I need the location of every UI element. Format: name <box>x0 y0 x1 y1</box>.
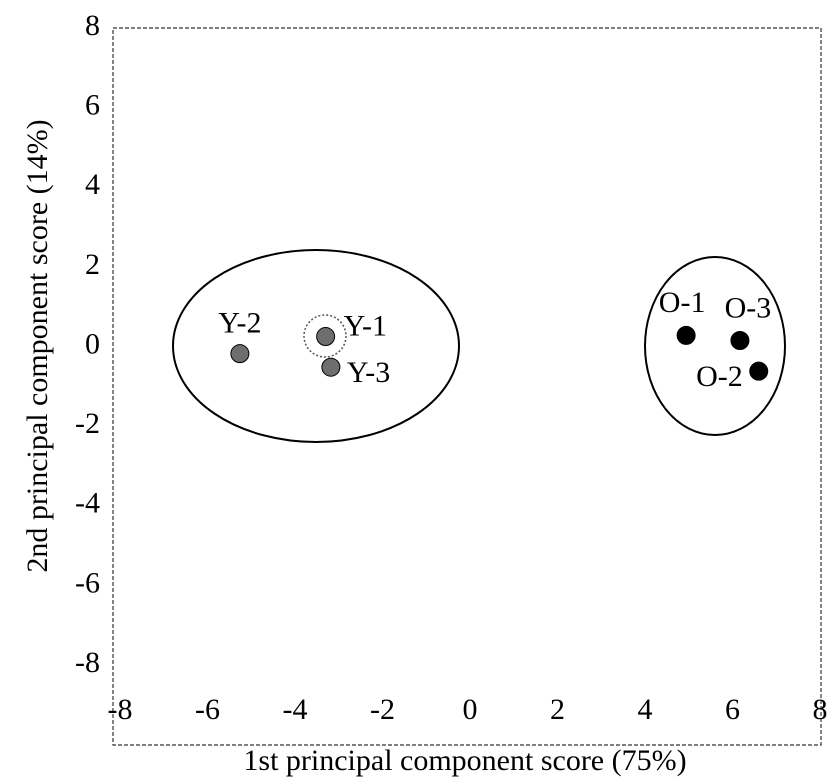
x-tick-label: 0 <box>463 693 478 726</box>
y-tick-label: 6 <box>85 89 100 122</box>
x-tick-label: -4 <box>283 693 308 726</box>
x-tick-label: 4 <box>638 693 653 726</box>
x-tick-label: -2 <box>370 693 395 726</box>
y-tick-label: 2 <box>85 248 100 281</box>
plot-frame <box>112 27 822 746</box>
point <box>749 361 769 381</box>
point-label: Y-2 <box>218 307 261 340</box>
y-tick-label: -6 <box>75 566 100 599</box>
x-tick-label: -8 <box>108 693 133 726</box>
x-tick-label: -6 <box>195 693 220 726</box>
point-label: O-2 <box>696 360 743 393</box>
y-tick-label: 4 <box>85 168 100 201</box>
x-tick-label: 8 <box>813 693 828 726</box>
x-tick-label: 2 <box>550 693 565 726</box>
y-tick-label: -2 <box>75 407 100 440</box>
point-label: Y-3 <box>347 356 390 389</box>
point <box>676 325 696 345</box>
highlight-circle <box>303 314 347 358</box>
point <box>316 327 336 347</box>
y-tick-label: 8 <box>85 9 100 42</box>
x-axis-label: 1st principal component score (75%) <box>243 744 686 777</box>
group-ellipse <box>644 256 786 436</box>
group-ellipse <box>172 249 460 443</box>
x-tick-label: 6 <box>725 693 740 726</box>
point-label: O-3 <box>725 291 772 324</box>
point <box>730 331 750 351</box>
point <box>321 357 341 377</box>
y-tick-label: -8 <box>75 646 100 679</box>
y-tick-label: 0 <box>85 327 100 360</box>
y-axis-label: 2nd principal component score (14%) <box>21 119 54 572</box>
point <box>230 344 250 364</box>
y-tick-label: -4 <box>75 487 100 520</box>
point-label: Y-1 <box>344 309 387 342</box>
point-label: O-1 <box>659 286 706 319</box>
